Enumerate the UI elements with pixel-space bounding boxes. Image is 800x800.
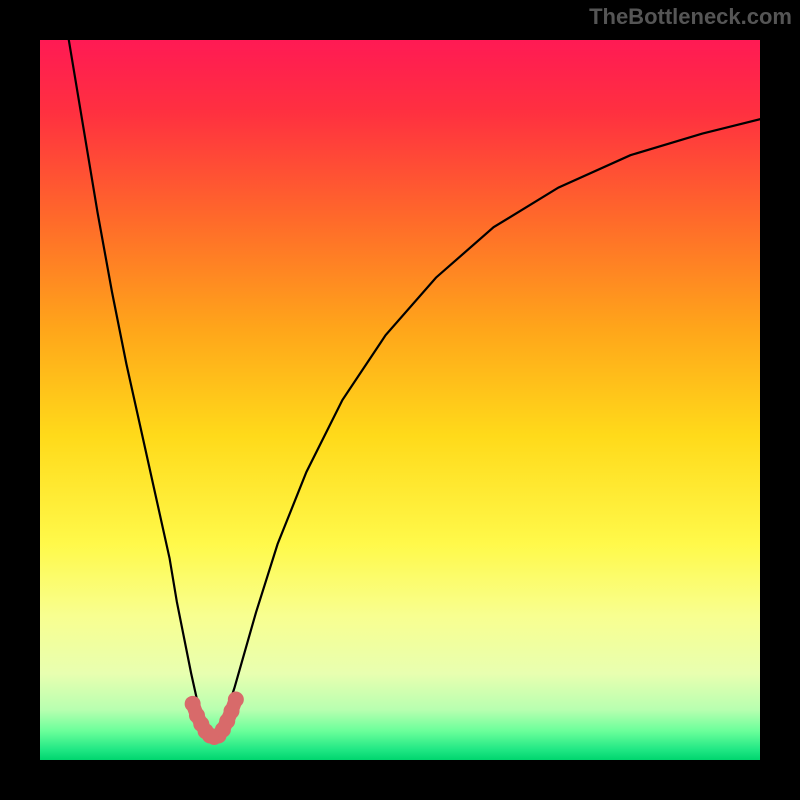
bottleneck-chart (40, 40, 760, 760)
marker-dot (228, 692, 244, 708)
chart-container (40, 40, 760, 760)
attribution-text: TheBottleneck.com (589, 4, 792, 30)
